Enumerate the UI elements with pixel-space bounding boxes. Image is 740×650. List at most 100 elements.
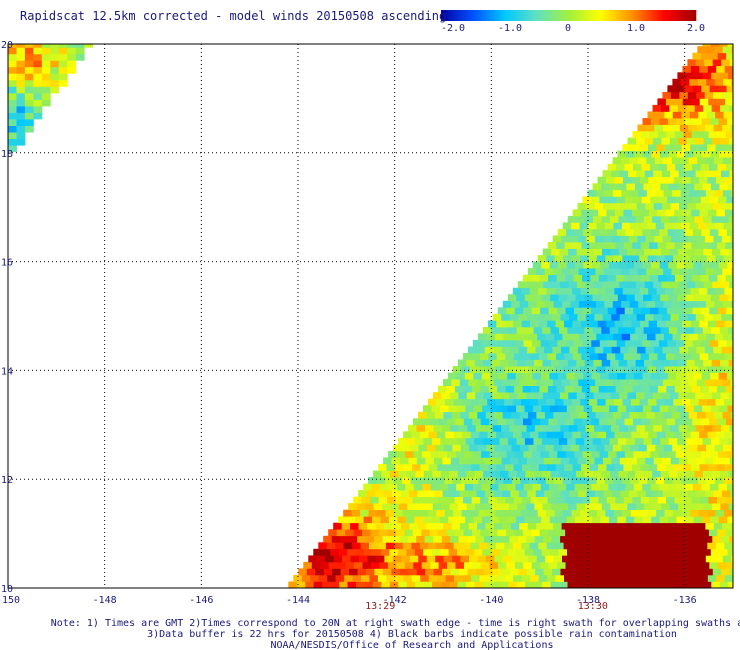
heatmap-cell [471, 464, 481, 471]
heatmap-cell [689, 111, 699, 119]
heatmap-cell [600, 548, 610, 556]
heatmap-cell [552, 568, 561, 576]
heatmap-cell [673, 320, 683, 328]
heatmap-cell [674, 464, 684, 471]
heatmap-cell [595, 379, 605, 386]
colorbar-segment [682, 10, 685, 21]
heatmap-cell [526, 424, 536, 432]
heatmap-cell [457, 470, 467, 478]
heatmap-cell [691, 131, 701, 138]
heatmap-cell [719, 437, 729, 445]
heatmap-cell [694, 326, 704, 334]
heatmap-cell [488, 464, 497, 471]
heatmap-cell [570, 522, 579, 530]
heatmap-cell [33, 47, 43, 55]
heatmap-cell [445, 542, 454, 550]
heatmap-cell [547, 574, 556, 582]
heatmap-cell [384, 522, 393, 530]
heatmap-cell [389, 548, 399, 556]
heatmap-cell [726, 85, 734, 93]
colorbar-segment [690, 10, 693, 21]
heatmap-cell [33, 106, 43, 113]
heatmap-cell [618, 359, 628, 367]
heatmap-cell [554, 398, 564, 406]
colorbar-segment [652, 10, 655, 21]
heatmap-cell [561, 268, 571, 275]
heatmap-cell [690, 542, 700, 550]
heatmap-cell [610, 470, 619, 478]
heatmap-cell [603, 235, 613, 243]
heatmap-cell [528, 555, 538, 563]
heatmap-cell [716, 242, 726, 249]
heatmap-cell [462, 431, 472, 439]
heatmap-cell [328, 561, 338, 569]
heatmap-cell [433, 424, 443, 432]
heatmap-cell [681, 398, 691, 406]
heatmap-cell [443, 444, 453, 452]
heatmap-cell [464, 450, 474, 458]
heatmap-cell [722, 157, 732, 165]
heatmap-cell [647, 144, 657, 151]
heatmap-cell [680, 268, 689, 275]
heatmap-cell [640, 574, 649, 582]
colorbar-segment [442, 10, 446, 21]
heatmap-cell [554, 333, 563, 341]
heatmap-cell [567, 437, 577, 445]
heatmap-cell [646, 444, 656, 452]
colorbar-segment [540, 10, 543, 21]
heatmap-cell [544, 268, 554, 275]
heatmap-cell [684, 372, 694, 380]
heatmap-cell [670, 202, 680, 210]
heatmap-cell [660, 183, 670, 191]
heatmap-cell [627, 137, 637, 145]
heatmap-cell [707, 431, 717, 439]
heatmap-cell [332, 568, 341, 576]
heatmap-cell [631, 431, 641, 439]
heatmap-cell [620, 522, 630, 530]
heatmap-cell [408, 424, 417, 432]
heatmap-cell [682, 320, 692, 328]
heatmap-cell [714, 78, 724, 86]
heatmap-cell [641, 450, 651, 458]
heatmap-cell [678, 424, 688, 432]
heatmap-cell [659, 261, 669, 269]
heatmap-cell [648, 464, 658, 471]
heatmap-cell [421, 450, 431, 458]
heatmap-cell [623, 242, 633, 249]
heatmap-cell [719, 548, 729, 556]
heatmap-cell [404, 561, 414, 569]
heatmap-cell [538, 574, 548, 582]
heatmap-cell [568, 535, 578, 543]
heatmap-cell [516, 405, 525, 413]
heatmap-cell [729, 457, 734, 465]
heatmap-cell [503, 366, 513, 373]
heatmap-cell [689, 78, 699, 86]
heatmap-cell [441, 503, 451, 510]
heatmap-cell [410, 444, 419, 452]
heatmap-cell [702, 150, 711, 158]
heatmap-cell [313, 548, 323, 556]
heatmap-cell [393, 477, 403, 484]
heatmap-cell [731, 555, 734, 563]
heatmap-cell [621, 333, 631, 341]
heatmap-cell [586, 457, 595, 465]
heatmap-cell [496, 574, 506, 582]
heatmap-cell [672, 189, 682, 197]
heatmap-cell [665, 209, 675, 217]
heatmap-cell [41, 73, 51, 81]
heatmap-cell [423, 405, 432, 413]
heatmap-cell [567, 548, 576, 556]
heatmap-cell [702, 72, 712, 80]
heatmap-cell [696, 379, 706, 386]
heatmap-cell [416, 568, 426, 576]
heatmap-cell [450, 535, 459, 543]
heatmap-cell [641, 196, 651, 204]
heatmap-cell [634, 294, 644, 302]
heatmap-cell [715, 255, 725, 262]
heatmap-cell [676, 372, 686, 380]
heatmap-cell [542, 470, 552, 478]
heatmap-cell [461, 398, 471, 406]
heatmap-cell [487, 574, 497, 582]
heatmap-cell [623, 574, 633, 582]
heatmap-cell [610, 359, 620, 367]
